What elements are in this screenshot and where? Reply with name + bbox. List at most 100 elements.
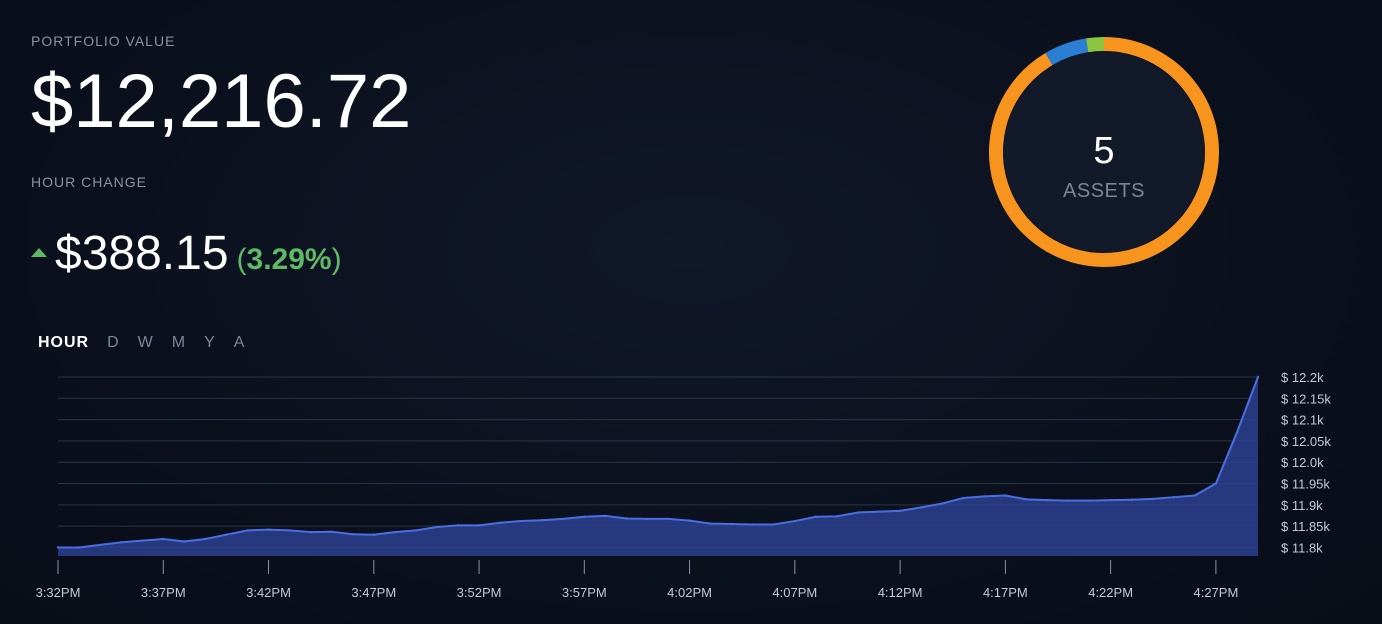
asset-allocation-donut[interactable]: 5 ASSETS [980,28,1228,276]
data-point [772,523,775,526]
data-point [583,515,586,518]
data-point [1004,494,1007,497]
y-tick-label: $ 12.15k [1281,391,1331,406]
data-point [477,524,481,527]
area-fill [58,377,1258,556]
data-point [77,546,81,549]
x-tick-label: 4:12PM [878,585,923,600]
tab-all[interactable]: A [233,334,246,351]
y-tick-label: $ 12.05k [1281,434,1331,449]
donut-center [1004,52,1204,252]
data-point [793,519,797,523]
tab-month[interactable]: M [171,334,187,351]
data-point [1172,495,1175,499]
data-point [983,495,986,498]
data-point [414,529,418,532]
y-tick-label: $ 11.85k [1281,519,1330,534]
data-point [141,539,144,542]
data-point [856,511,860,514]
data-point [941,502,944,505]
data-point [1067,499,1070,502]
data-point [625,517,628,520]
y-tick-label: $ 12.0k [1281,455,1324,470]
tab-week[interactable]: W [137,334,154,351]
donut-segment-0[interactable] [989,37,1219,267]
data-point [1214,482,1218,485]
data-point [814,515,818,518]
data-point [646,517,649,521]
change-percent: (3.29%) [237,243,342,277]
data-point [351,533,354,536]
change-percent-open-paren: ( [236,243,247,276]
x-tick-label: 4:07PM [772,585,817,600]
portfolio-value-label: PORTFOLIO VALUE [31,33,176,49]
data-point [1130,498,1133,501]
data-point [730,522,733,526]
x-tick-label: 3:37PM [141,585,186,600]
hour-change-label: HOUR CHANGE [31,174,148,190]
data-point [498,521,502,524]
data-point [288,529,291,532]
data-point [604,514,607,518]
x-tick-label: 3:57PM [562,585,607,600]
data-point [562,517,565,521]
data-point [330,530,333,533]
data-point [1025,498,1028,501]
data-point [309,530,312,534]
change-percent-close-paren: ) [331,243,342,276]
data-point [1256,375,1260,379]
x-tick-label: 3:42PM [246,585,291,600]
data-point [1046,498,1049,502]
y-tick-label: $ 11.9k [1281,498,1323,513]
data-point [1088,499,1091,502]
tab-hour[interactable]: HOUR [38,334,90,351]
asset-count: 5 [1093,130,1115,172]
data-point [1235,431,1239,434]
tab-year[interactable]: Y [204,334,216,351]
data-point [393,530,397,534]
change-percent-value: 3.29% [246,243,332,276]
data-point [667,517,670,521]
data-point [246,529,249,532]
tab-day[interactable]: D [107,334,120,351]
y-tick-label: $ 12.2k [1281,370,1324,385]
data-point [519,519,523,523]
x-tick-label: 3:47PM [351,585,396,600]
data-point [835,515,839,518]
triangle-up-icon [31,248,47,257]
x-tick-label: 4:02PM [667,585,712,600]
series-line [58,376,1259,549]
data-point [372,533,375,536]
data-point [898,509,902,513]
portfolio-area-chart: $ 12.2k $ 12.15k $ 12.1k $ 12.05k $ 12.0k $ 1… [36,370,1332,600]
asset-count-label: ASSETS [1063,180,1145,202]
x-tick-label: 4:17PM [983,585,1028,600]
data-point [751,523,754,526]
data-point [688,519,691,522]
data-point [1109,498,1112,502]
data-point [541,519,544,522]
data-point [919,506,923,509]
change-amount: $388.15 [55,227,229,280]
data-point [119,541,123,544]
data-point [183,540,186,543]
data-point [435,525,439,529]
data-point [56,546,60,549]
donut-chart [989,37,1219,267]
x-tick-label: 3:32PM [36,585,81,600]
range-tabs: HOUR D W M Y A [38,334,263,352]
y-tick-label: $ 11.95k [1281,477,1330,492]
data-point [267,528,270,531]
portfolio-value: $12,216.72 [31,59,412,144]
donut-segment-2[interactable] [1086,37,1105,53]
x-tick-label: 4:22PM [1088,585,1133,600]
data-point [1193,494,1197,497]
y-tick-label: $ 12.1k [1281,413,1324,428]
data-point [225,533,228,536]
data-point [709,522,712,525]
donut-segment-1[interactable] [1045,38,1089,66]
x-tick-label: 4:27PM [1193,585,1238,600]
data-point [1151,497,1154,501]
data-point [162,537,165,541]
x-tick-label: 3:52PM [457,585,502,600]
